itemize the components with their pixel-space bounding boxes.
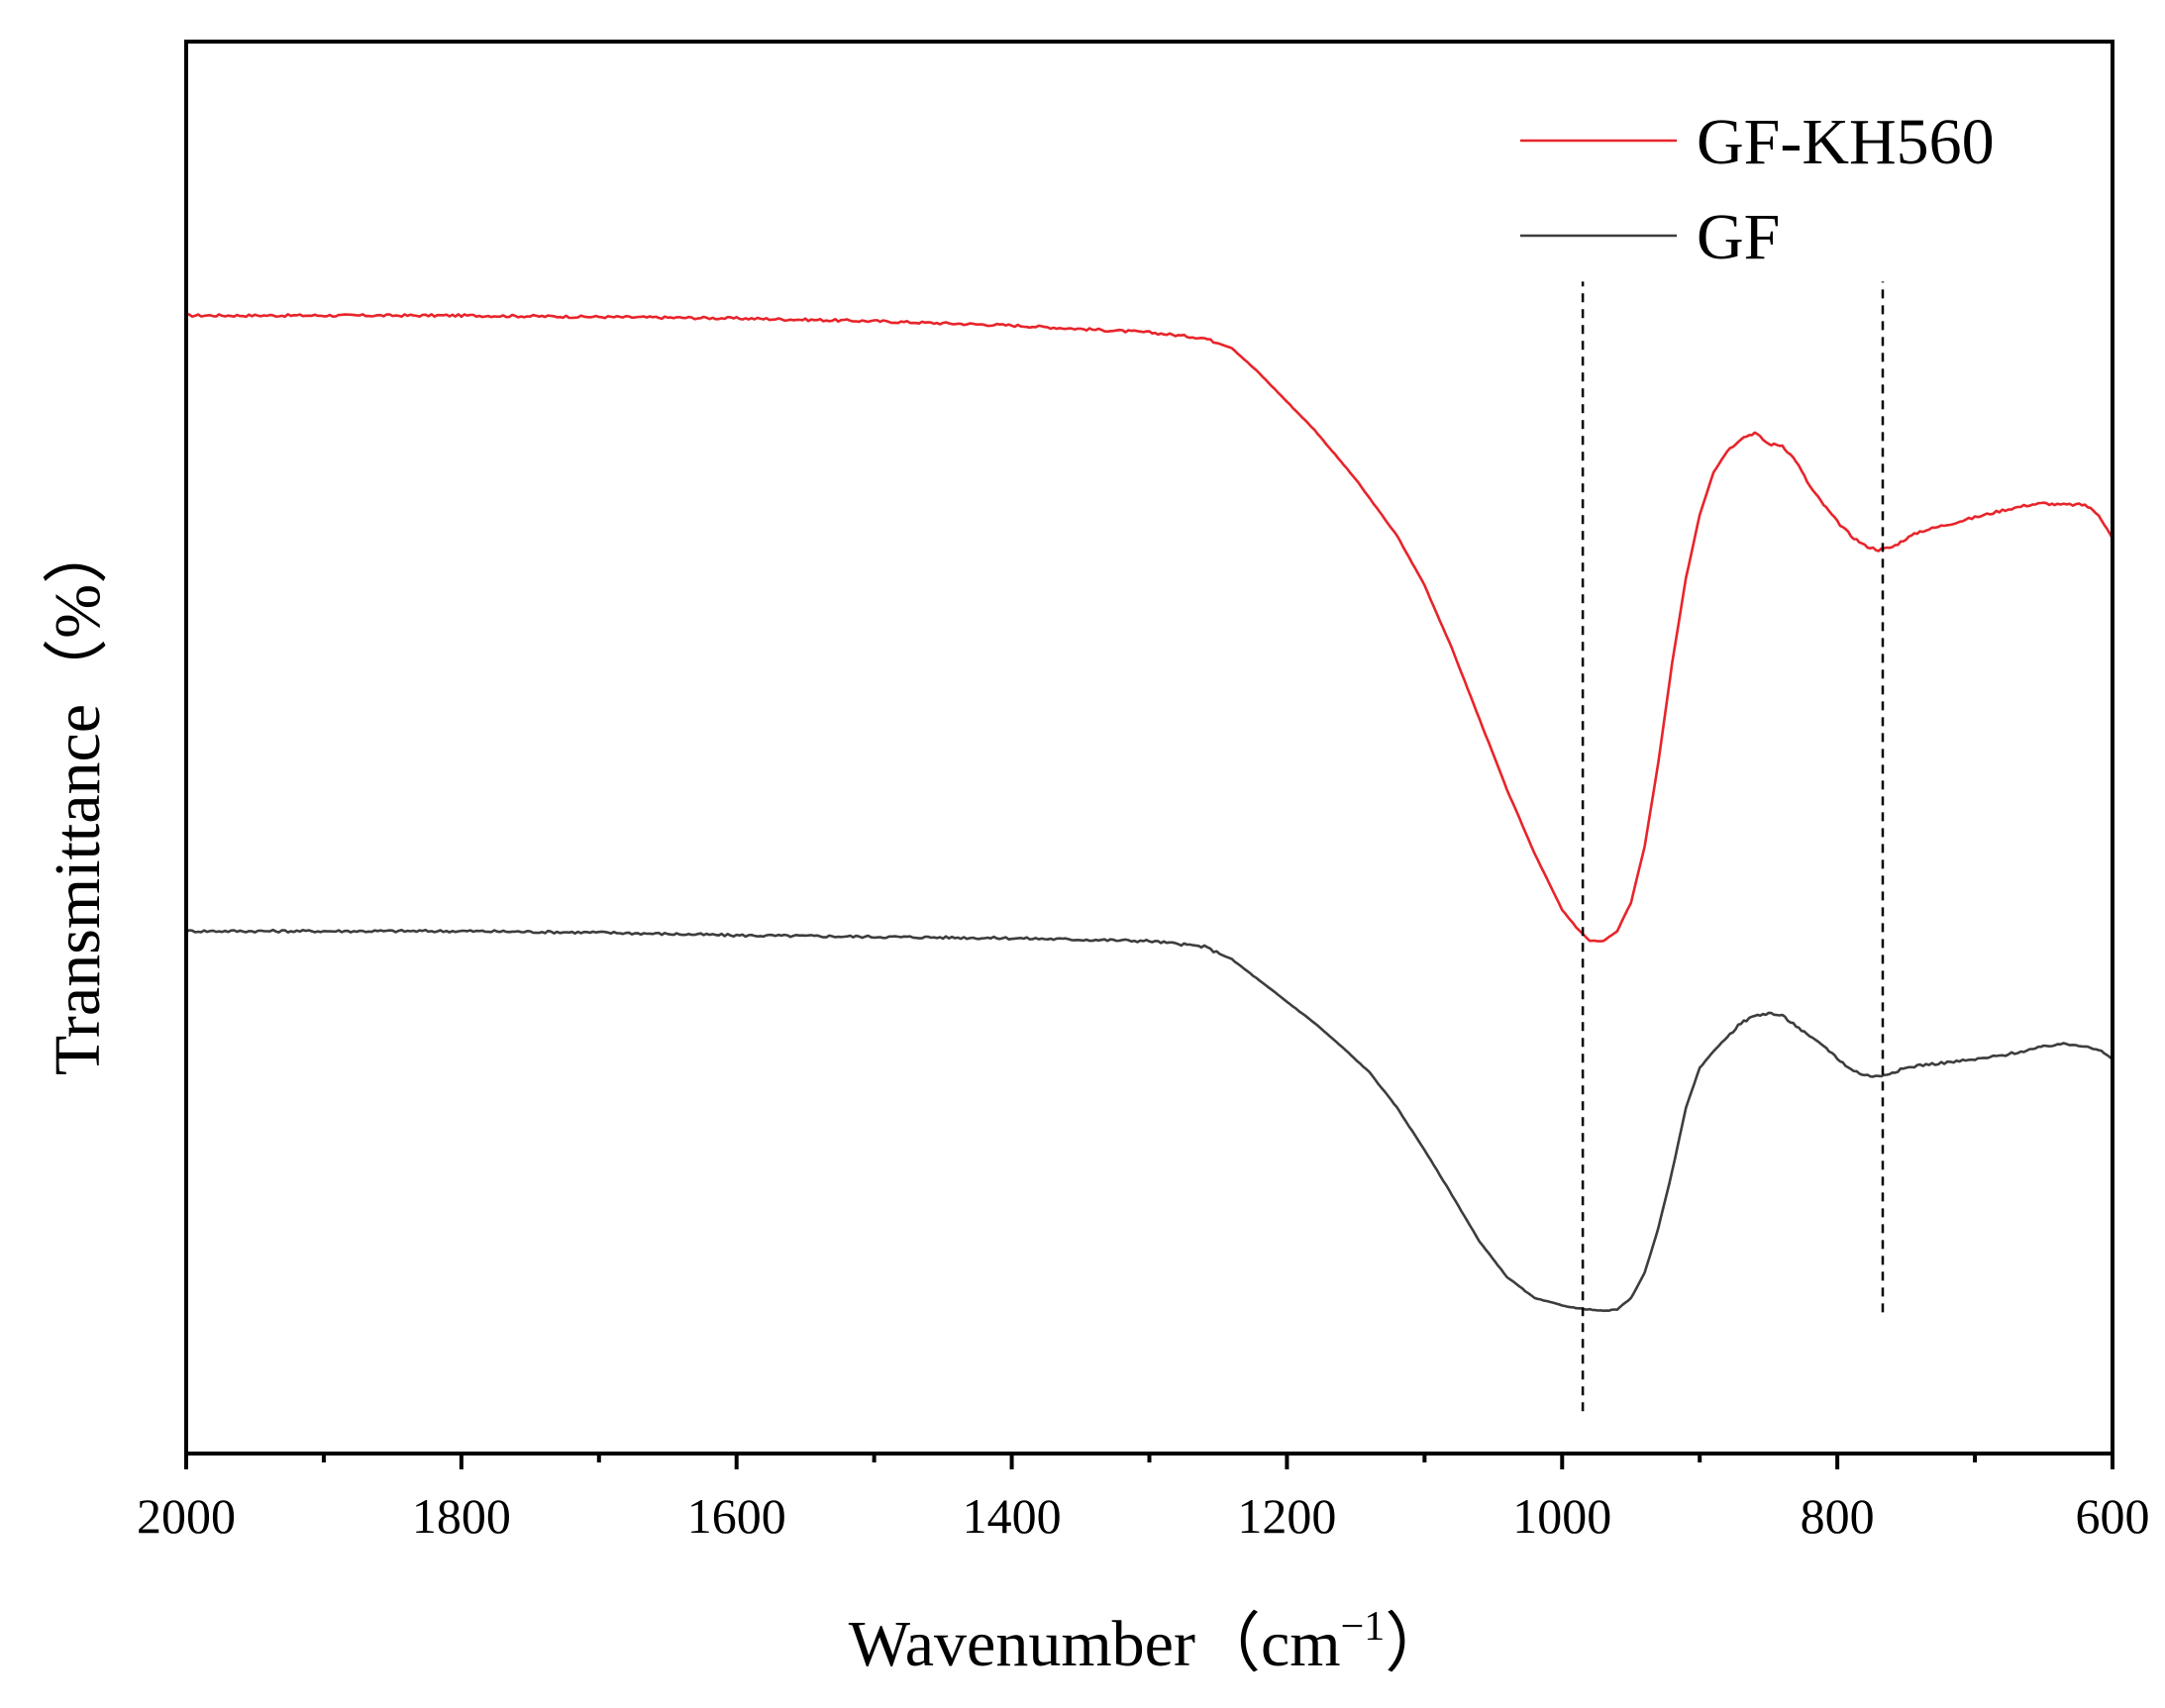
x-tick-label: 800 bbox=[1801, 1488, 1875, 1544]
series-line-gf bbox=[185, 928, 2113, 1313]
series-layer bbox=[185, 313, 2114, 1313]
legend: GF-KH560 GF bbox=[1520, 106, 1995, 273]
legend-label-gf: GF bbox=[1697, 201, 1780, 273]
series-line-gf-kh560 bbox=[186, 313, 2114, 943]
legend-label-gf-kh560: GF-KH560 bbox=[1697, 106, 1995, 178]
reference-lines-layer bbox=[1581, 281, 1885, 1412]
x-tick-label: 1800 bbox=[412, 1488, 511, 1544]
x-tick-label: 600 bbox=[2076, 1488, 2150, 1544]
x-tick-label: 1600 bbox=[687, 1488, 786, 1544]
x-tick-label: 2000 bbox=[137, 1488, 236, 1544]
y-axis-title: Transmittance（%） bbox=[42, 519, 114, 1075]
x-tick-label: 1200 bbox=[1237, 1488, 1336, 1544]
x-axis-title: Wavenumber（cm−1） bbox=[849, 1604, 1451, 1680]
x-ticks-layer: 2000 1800 1600 1400 1200 1000 800 600 bbox=[137, 1454, 2150, 1544]
x-tick-label: 1400 bbox=[963, 1488, 1062, 1544]
x-tick-label: 1000 bbox=[1512, 1488, 1611, 1544]
